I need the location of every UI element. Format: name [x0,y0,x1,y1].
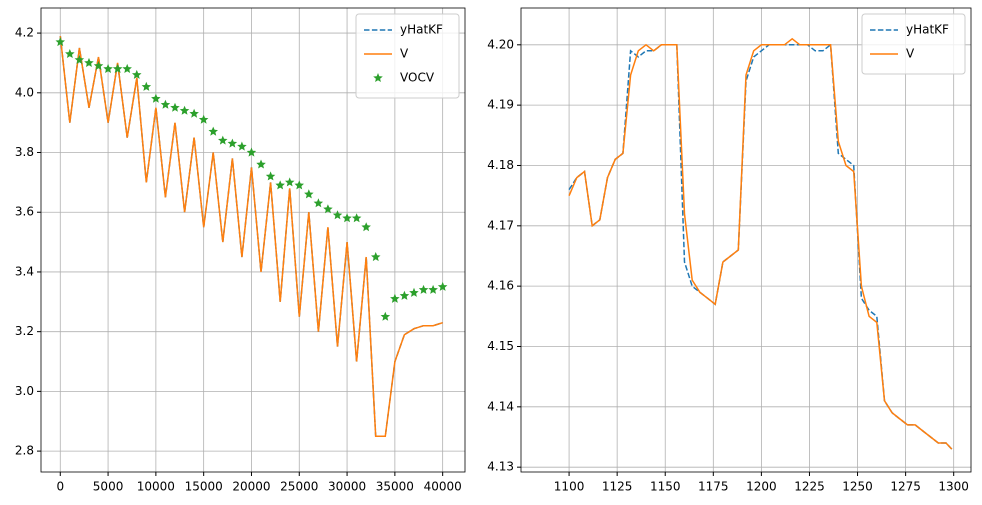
star-marker [332,210,343,220]
star-marker [265,171,276,181]
y-tick-label: 2.8 [15,444,34,458]
star-marker [437,281,448,291]
star-marker [409,287,419,297]
series-line [568,43,953,450]
axes-frame [40,7,466,473]
x-tick-label: 25000 [280,480,318,494]
star-marker [151,93,161,103]
star-marker [294,180,304,190]
legend-marker [373,73,383,82]
star-marker [399,290,410,300]
y-tick-label: 4.17 [487,218,514,232]
x-tick-label: 1275 [890,480,921,494]
star-marker [371,252,381,262]
axes-frame [520,7,972,473]
x-tick-label: 1175 [698,480,729,494]
star-marker [141,81,152,91]
star-marker [160,99,171,109]
x-tick-label: 1250 [842,480,873,494]
y-tick-label: 3.0 [15,384,34,398]
legend: yHatKF V [861,13,966,75]
y-tick-label: 3.4 [15,264,34,278]
y-tick-label: 3.6 [15,205,34,219]
star-marker [93,60,104,70]
star-marker [237,141,247,151]
y-tick-label: 4.13 [487,460,514,474]
star-marker [55,37,65,47]
x-tick-label: 1100 [554,480,585,494]
x-tick-label: 0 [56,480,64,494]
star-marker [246,147,257,157]
x-tick-label: 1125 [602,480,633,494]
legend-box [861,13,966,75]
y-tick-label: 4.0 [15,85,34,99]
star-marker [380,311,391,321]
x-tick-label: 5000 [93,480,124,494]
star-marker [218,135,228,145]
star-marker [112,63,123,73]
x-tick-label: 20000 [232,480,270,494]
y-tick-label: 4.2 [15,26,34,40]
y-tick-label: 3.8 [15,145,34,159]
y-tick-label: 4.16 [487,279,514,293]
star-marker [179,105,190,115]
x-tick-label: 15000 [185,480,223,494]
plot-area [568,37,953,450]
y-tick-label: 4.20 [487,37,514,51]
plot-area [55,36,448,437]
star-marker [351,213,362,223]
legend-label: yHatKF [906,23,949,37]
x-tick-label: 30000 [328,480,366,494]
star-marker [65,49,75,58]
series-line [568,37,953,450]
star-marker [256,159,266,169]
legend: yHatKF V VOCV [355,13,460,99]
star-marker [132,69,142,79]
star-marker [304,189,314,199]
star-marker [275,180,285,190]
y-tick-label: 3.2 [15,324,34,338]
star-marker [208,126,218,136]
x-tick-label: 40000 [424,480,462,494]
star-marker [285,177,295,187]
x-tick-label: 1225 [794,480,825,494]
star-marker [428,284,438,294]
star-marker [418,284,429,294]
legend-label: V [400,47,409,61]
subplot: 0 5000 10000 15000 20000 25000 30000 35000 40000… [15,7,466,494]
y-tick-label: 4.14 [487,399,514,413]
series-line [59,36,443,437]
star-marker [170,102,180,112]
x-tick-label: 1150 [650,480,681,494]
star-marker [361,222,371,232]
star-marker [103,63,113,73]
legend-label: VOCV [400,71,435,85]
star-marker [122,63,132,73]
star-marker [227,138,238,148]
star-marker [342,213,352,223]
star-marker [198,114,209,124]
x-tick-label: 10000 [137,480,175,494]
legend-label: yHatKF [400,23,443,37]
x-tick-label: 35000 [376,480,414,494]
y-tick-label: 4.19 [487,98,514,112]
star-marker [189,108,199,118]
star-marker [74,55,85,64]
star-marker [323,204,333,214]
legend-label: V [906,47,915,61]
y-tick-label: 4.15 [487,339,514,353]
y-tick-label: 4.18 [487,158,514,172]
star-marker [313,198,324,208]
x-tick-label: 1300 [938,480,969,494]
x-tick-label: 1200 [746,480,777,494]
star-marker [390,293,400,303]
star-marker [84,57,94,67]
subplot: 1100 1125 1150 1175 1200 1225 1250 1275 1300 4.13… [487,7,972,494]
